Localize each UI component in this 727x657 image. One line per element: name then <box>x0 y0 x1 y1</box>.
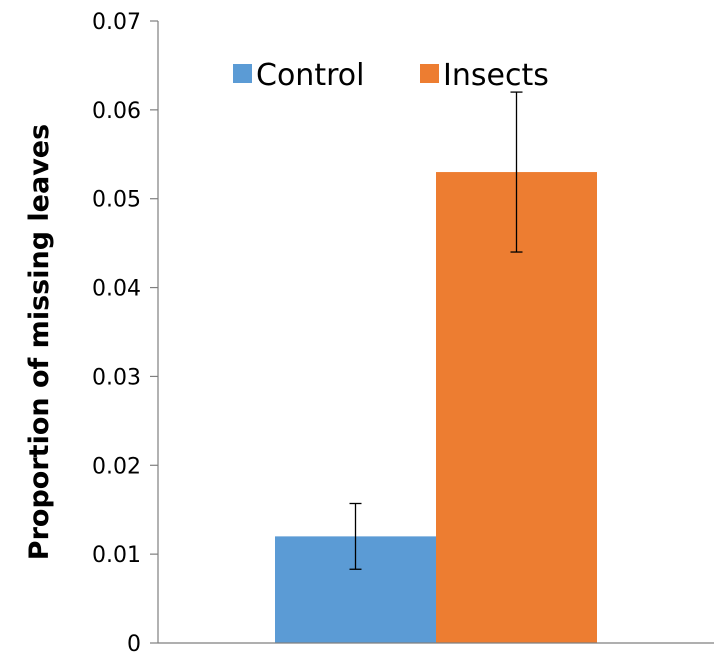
y-tick-label: 0.06 <box>92 99 141 124</box>
legend-label-insects: Insects <box>443 58 549 93</box>
y-tick-label: 0.02 <box>92 454 141 479</box>
legend-label-control: Control <box>256 58 364 93</box>
legend-swatch-control <box>233 64 252 83</box>
y-axis: 0 0.01 0.02 0.03 0.04 0.05 0.06 0.07 <box>92 10 159 657</box>
bars <box>275 172 597 644</box>
y-axis-title: Proportion of missing leaves <box>24 124 55 560</box>
error-bars <box>349 91 523 570</box>
y-tick-label: 0 <box>127 632 141 657</box>
y-tick-label: 0.05 <box>92 188 141 213</box>
y-tick-label: 0.04 <box>92 277 141 302</box>
legend: Control Insects <box>233 58 549 93</box>
legend-swatch-insects <box>420 64 439 83</box>
y-tick-label: 0.03 <box>92 365 141 390</box>
y-tick-label: 0.01 <box>92 543 141 568</box>
y-tick-label: 0.07 <box>92 10 141 35</box>
